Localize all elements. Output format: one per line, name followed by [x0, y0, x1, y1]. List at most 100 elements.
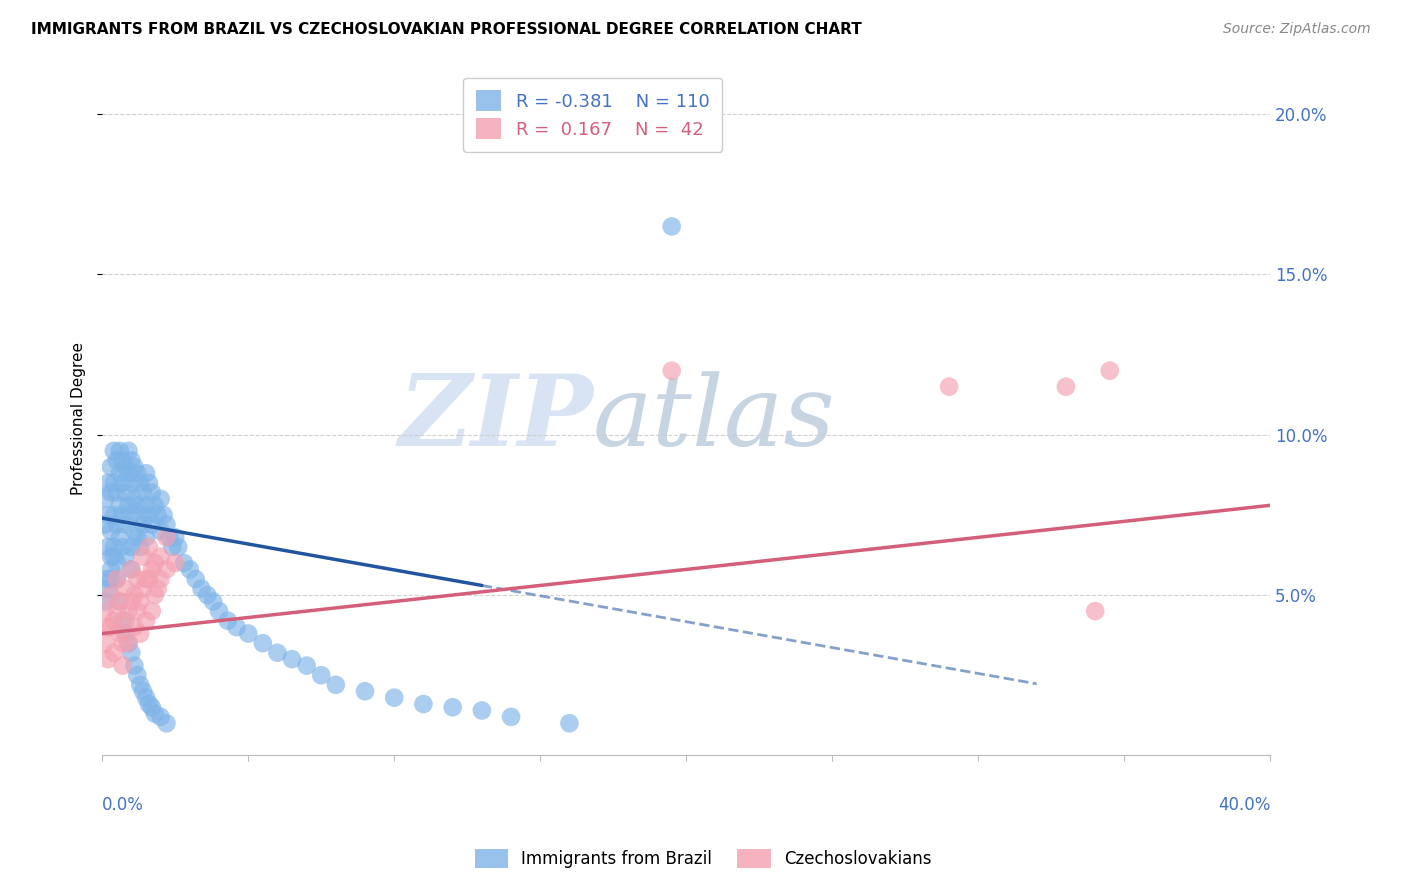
Point	[97, 572, 120, 586]
Point	[97, 508, 120, 522]
Point	[94, 491, 117, 506]
Point	[100, 572, 122, 586]
Text: 40.0%: 40.0%	[1218, 796, 1271, 814]
Text: IMMIGRANTS FROM BRAZIL VS CZECHOSLOVAKIAN PROFESSIONAL DEGREE CORRELATION CHART: IMMIGRANTS FROM BRAZIL VS CZECHOSLOVAKIA…	[31, 22, 862, 37]
Point	[173, 556, 195, 570]
Point	[281, 652, 304, 666]
Point	[132, 582, 155, 596]
Point	[499, 710, 522, 724]
Point	[120, 540, 142, 554]
Point	[1054, 380, 1077, 394]
Point	[149, 572, 172, 586]
Point	[103, 549, 125, 564]
Point	[111, 453, 134, 467]
Point	[157, 530, 180, 544]
Text: ZIP: ZIP	[398, 370, 593, 467]
Point	[217, 614, 239, 628]
Point	[135, 467, 157, 481]
Point	[152, 508, 174, 522]
Point	[127, 530, 149, 544]
Point	[100, 620, 122, 634]
Point	[129, 508, 152, 522]
Point	[195, 588, 218, 602]
Point	[105, 572, 128, 586]
Point	[108, 626, 131, 640]
Legend: R = -0.381    N = 110, R =  0.167    N =  42: R = -0.381 N = 110, R = 0.167 N = 42	[464, 78, 723, 152]
Point	[184, 572, 207, 586]
Point	[127, 467, 149, 481]
Point	[94, 517, 117, 532]
Point	[661, 364, 683, 378]
Point	[108, 594, 131, 608]
Point	[155, 530, 177, 544]
Point	[141, 485, 163, 500]
Point	[114, 485, 136, 500]
Point	[354, 684, 377, 698]
Point	[100, 549, 122, 564]
Point	[94, 636, 117, 650]
Point	[266, 646, 288, 660]
Point	[135, 690, 157, 705]
Text: Source: ZipAtlas.com: Source: ZipAtlas.com	[1223, 22, 1371, 37]
Point	[138, 508, 160, 522]
Point	[441, 700, 464, 714]
Point	[108, 443, 131, 458]
Point	[111, 475, 134, 490]
Point	[252, 636, 274, 650]
Point	[382, 690, 405, 705]
Point	[120, 475, 142, 490]
Point	[111, 636, 134, 650]
Point	[190, 582, 212, 596]
Point	[114, 614, 136, 628]
Point	[117, 443, 139, 458]
Point	[114, 626, 136, 640]
Point	[124, 524, 146, 538]
Point	[127, 668, 149, 682]
Point	[97, 620, 120, 634]
Point	[146, 508, 169, 522]
Point	[100, 562, 122, 576]
Point	[225, 620, 247, 634]
Point	[111, 540, 134, 554]
Point	[149, 710, 172, 724]
Point	[120, 562, 142, 576]
Point	[132, 485, 155, 500]
Point	[120, 508, 142, 522]
Point	[105, 453, 128, 467]
Point	[155, 517, 177, 532]
Point	[97, 540, 120, 554]
Point	[120, 646, 142, 660]
Point	[117, 636, 139, 650]
Point	[97, 475, 120, 490]
Point	[135, 614, 157, 628]
Point	[412, 697, 434, 711]
Point	[149, 491, 172, 506]
Point	[132, 517, 155, 532]
Point	[141, 562, 163, 576]
Point	[143, 556, 166, 570]
Point	[129, 475, 152, 490]
Point	[124, 459, 146, 474]
Point	[105, 604, 128, 618]
Point	[114, 549, 136, 564]
Point	[238, 626, 260, 640]
Point	[105, 517, 128, 532]
Point	[138, 540, 160, 554]
Point	[129, 626, 152, 640]
Point	[141, 517, 163, 532]
Point	[114, 517, 136, 532]
Point	[129, 594, 152, 608]
Point	[309, 668, 332, 682]
Point	[124, 620, 146, 634]
Point	[165, 530, 187, 544]
Point	[124, 588, 146, 602]
Point	[103, 475, 125, 490]
Text: atlas: atlas	[593, 371, 835, 467]
Point	[111, 508, 134, 522]
Point	[100, 459, 122, 474]
Point	[202, 594, 225, 608]
Point	[94, 594, 117, 608]
Point	[558, 716, 581, 731]
Point	[120, 453, 142, 467]
Point	[138, 475, 160, 490]
